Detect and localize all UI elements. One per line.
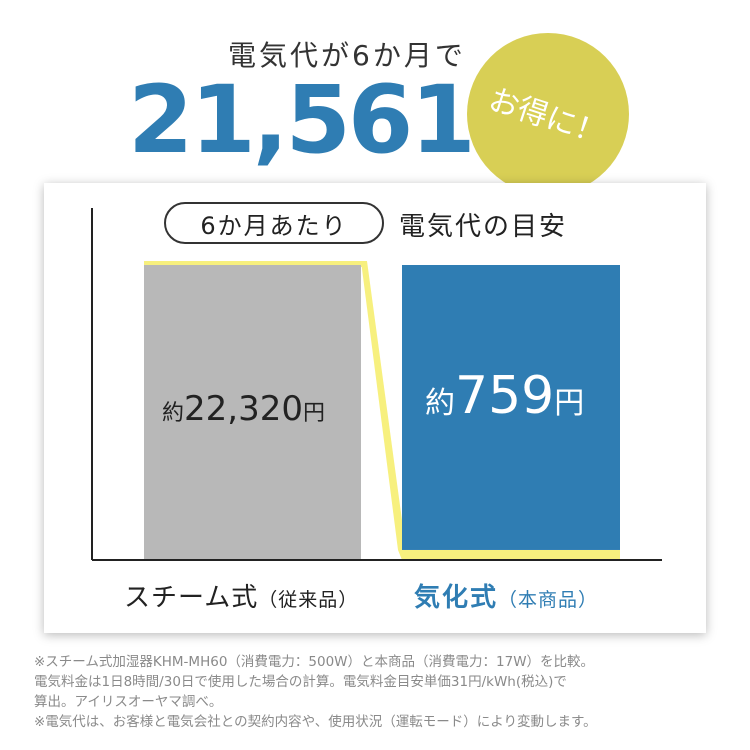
footnote-line: 電気料金は1日8時間/30日で使用した場合の計算。電気料金目安単価31円/kWh… bbox=[34, 674, 567, 690]
headline-intro: 電気代が6か月で bbox=[228, 39, 466, 72]
footnotes: ※スチーム式加湿器KHM-MH60（消費電力：500W）と本商品（消費電力：17… bbox=[34, 652, 724, 732]
savings-badge-text: お得に！ bbox=[484, 82, 610, 153]
bar-steam bbox=[144, 265, 361, 560]
savings-badge: お得に！ bbox=[467, 33, 629, 195]
footnote-line: ※電気代は、お客様と電気会社との契約内容や、使用状況（運転モード）により変動しま… bbox=[34, 714, 597, 730]
chart-card: 6か月あたり 電気代の目安 約 22,320 円 約 759 円 スチーム式（従来品） … bbox=[44, 183, 706, 633]
bar-top-highlight-old bbox=[144, 261, 367, 267]
value-unit: 円 bbox=[302, 401, 325, 426]
category-label-new: 気化式（本商品） bbox=[414, 577, 598, 614]
category-name: 気化式 bbox=[414, 583, 499, 613]
value-prefix: 約 bbox=[162, 401, 185, 426]
connector-highlight bbox=[361, 261, 406, 560]
bar-value-label-old: 約 22,320 円 bbox=[162, 389, 325, 429]
value-number: 22,320 bbox=[184, 389, 303, 429]
category-note: （従来品） bbox=[258, 589, 359, 611]
category-name: スチーム式 bbox=[124, 583, 259, 613]
footnote-line: 算出。アイリスオーヤマ調べ。 bbox=[34, 694, 223, 710]
bar-bottom-highlight-new bbox=[402, 549, 620, 560]
category-label-old: スチーム式（従来品） bbox=[124, 577, 358, 614]
period-pill: 6か月あたり bbox=[164, 202, 384, 244]
bar-chart bbox=[91, 208, 662, 561]
headline-savings-amount: 21,561円 bbox=[128, 66, 527, 175]
footnote-line: ※スチーム式加湿器KHM-MH60（消費電力：500W）と本商品（消費電力：17… bbox=[34, 654, 595, 670]
bar-value-label-new: 約 759 円 bbox=[425, 366, 584, 426]
chart-title: 電気代の目安 bbox=[399, 212, 568, 242]
value-unit: 円 bbox=[554, 386, 585, 421]
savings-number: 21,561 bbox=[128, 66, 476, 175]
category-note: （本商品） bbox=[498, 589, 599, 611]
value-number: 759 bbox=[455, 366, 555, 426]
value-prefix: 約 bbox=[425, 386, 455, 421]
bar-evaporative bbox=[402, 265, 620, 550]
